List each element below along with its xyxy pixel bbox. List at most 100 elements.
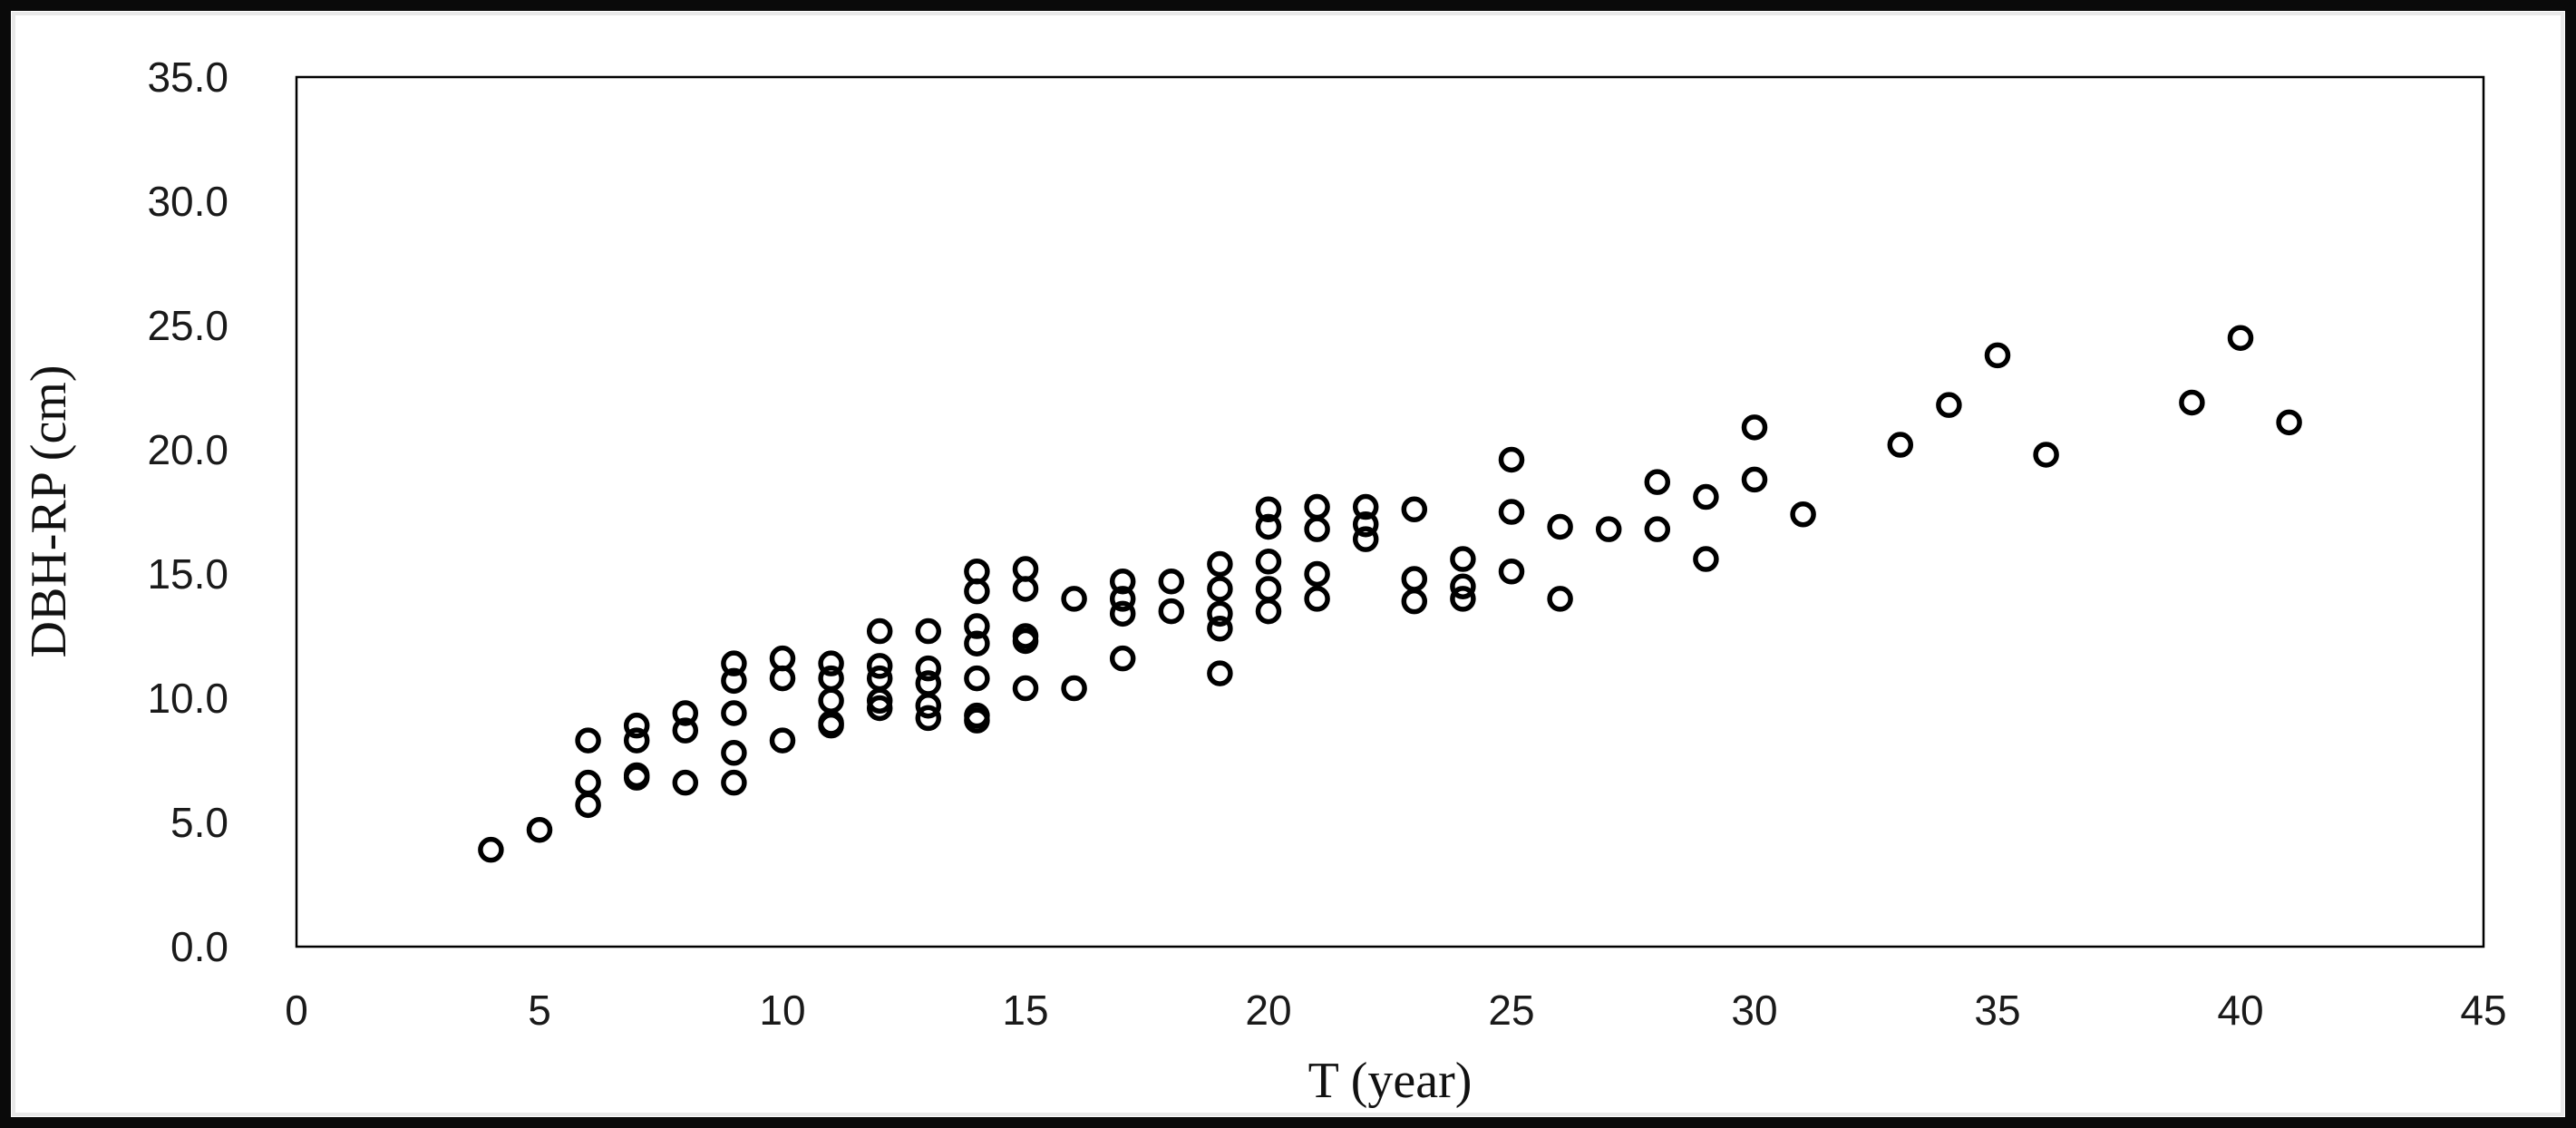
data-point [1450,546,1476,572]
data-point [623,712,650,739]
data-point [1644,516,1671,542]
data-point [866,653,893,679]
data-point [623,727,650,754]
data-point [575,792,601,819]
data-point [2227,325,2254,351]
x-tick-label: 35 [1974,987,2020,1034]
y-tick-label: 5.0 [170,799,228,846]
y-tick-label: 15.0 [147,550,228,598]
data-point [1984,342,2011,369]
x-tick-label: 15 [1002,987,1048,1034]
x-tick-label: 45 [2460,987,2506,1034]
y-axis-title: DBH-RP (cm) [21,365,77,657]
data-point [1304,560,1330,588]
data-point [1887,432,1914,458]
data-point [721,740,747,766]
data-point [1644,469,1671,495]
data-point [1158,598,1185,625]
data-point [1693,546,1719,572]
data-point [1498,499,1525,525]
data-point [1061,675,1087,702]
data-point [478,836,504,863]
data-point [915,617,942,645]
data-point [1352,493,1379,520]
data-point [1401,496,1428,523]
data-points [478,325,2302,863]
data-point [575,727,601,754]
data-point [2179,389,2205,416]
data-point [1450,573,1476,599]
data-point [721,667,747,695]
data-point [1304,586,1330,612]
x-axis-tick-labels: 0 5 10 15 20 25 30 35 40 45 [285,987,2506,1034]
data-point [1255,598,1282,625]
x-tick-label: 10 [759,987,805,1034]
data-point [1595,516,1622,542]
data-point [526,816,553,843]
x-tick-label: 30 [1731,987,1777,1034]
data-point [1401,588,1428,615]
data-point [1547,586,1573,612]
data-point [672,700,699,726]
data-point [915,692,942,719]
data-point [1158,568,1185,595]
data-point [1109,600,1136,627]
data-point [1255,549,1282,575]
x-tick-label: 20 [1245,987,1291,1034]
data-point [769,727,796,754]
data-point [1012,576,1039,602]
data-point [1207,550,1233,578]
data-point [964,630,990,656]
data-point [1207,600,1233,627]
data-point [915,655,942,682]
data-point [769,665,796,692]
data-point [818,650,844,676]
data-point [1741,466,1768,493]
inner-frame-highlight [12,12,2564,1116]
data-point [1936,392,1962,418]
data-point [1741,414,1768,441]
data-point [1498,446,1525,473]
data-point [1693,483,1719,511]
plot-area [295,75,2485,948]
data-point [2033,442,2059,468]
y-tick-label: 0.0 [170,923,228,970]
data-point [1207,660,1233,686]
data-point [1061,586,1087,612]
data-point [1109,586,1136,612]
data-point [964,613,990,639]
data-point [1450,586,1476,612]
data-point [1547,513,1573,540]
data-point [818,712,844,739]
y-tick-label: 10.0 [147,675,228,722]
x-tick-label: 0 [285,987,308,1034]
x-tick-label: 25 [1488,987,1534,1034]
data-point [672,717,699,744]
data-point [1790,501,1816,528]
data-point [866,617,893,645]
data-point [1109,568,1136,595]
y-axis-tick-labels: 0.0 5.0 10.0 15.0 20.0 25.0 30.0 35.0 [147,53,228,970]
data-point [721,650,747,676]
y-tick-label: 35.0 [147,53,228,101]
y-tick-label: 20.0 [147,426,228,473]
x-tick-label: 5 [528,987,551,1034]
data-point [1207,616,1233,642]
y-tick-label: 25.0 [147,302,228,349]
x-axis-title: T (year) [1308,1053,1473,1109]
data-point [623,764,650,791]
y-tick-label: 30.0 [147,178,228,225]
data-point [1012,675,1039,702]
x-tick-label: 40 [2217,987,2263,1034]
data-point [721,700,747,726]
data-point [1352,526,1379,552]
data-point [866,695,893,722]
data-point [1207,576,1233,602]
data-point [1012,627,1039,655]
data-point [2276,409,2302,436]
data-point [1352,511,1379,538]
data-point [964,578,990,605]
